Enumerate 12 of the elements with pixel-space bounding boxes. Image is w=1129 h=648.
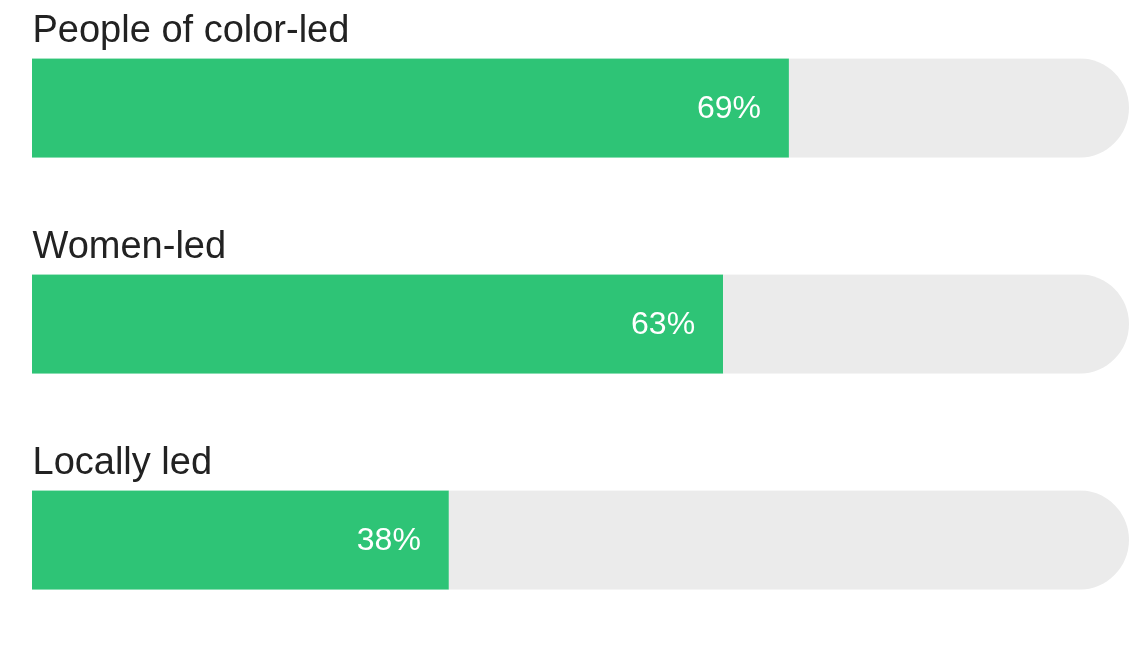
bar <box>788 58 1129 158</box>
bar <box>723 274 1129 374</box>
y-tick-label: Women-led <box>32 224 227 266</box>
data-label: 69% <box>696 89 761 125</box>
bar <box>32 58 789 158</box>
y-tick-label: People of color-led <box>32 8 350 50</box>
bar <box>448 490 1129 590</box>
data-label: 38% <box>356 521 421 557</box>
bar <box>32 490 449 590</box>
data-label: 63% <box>631 305 696 341</box>
y-tick-label: Locally led <box>32 440 213 482</box>
bar <box>32 274 724 374</box>
